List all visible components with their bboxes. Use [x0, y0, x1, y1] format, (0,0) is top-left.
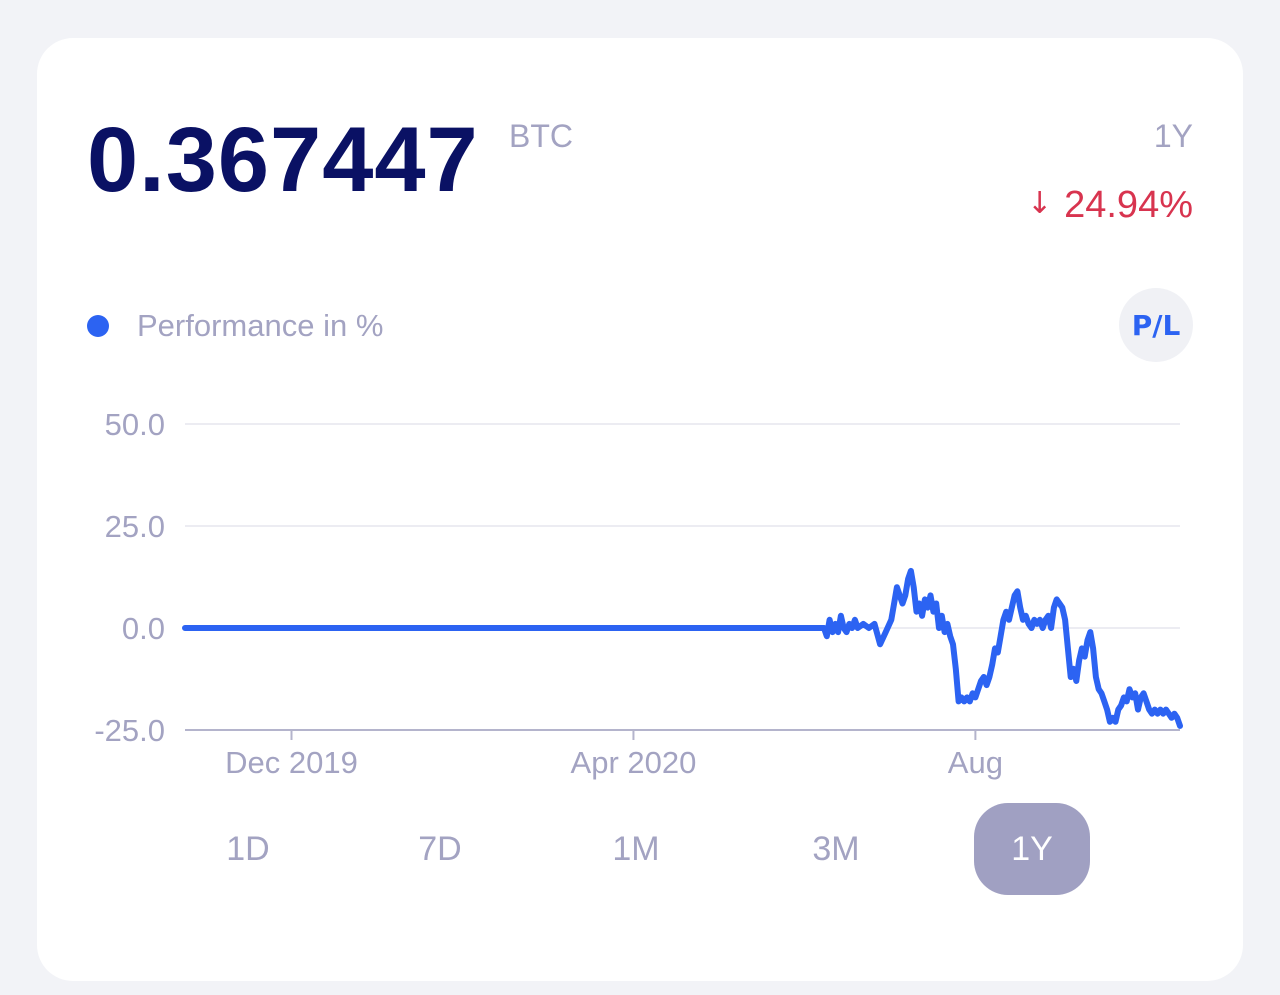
range-button-1d[interactable]: 1D: [226, 829, 270, 868]
y-tick-label: 50.0: [105, 407, 165, 442]
y-tick-label: 25.0: [105, 509, 165, 544]
y-tick-label: -25.0: [94, 713, 165, 748]
x-tick-label: Aug: [948, 745, 1003, 780]
selected-period-label: 1Y: [1153, 118, 1193, 154]
chart-grid: [185, 423, 1180, 731]
time-range-selector: 1D 7D 1M 3M 1Y: [150, 803, 1100, 895]
pl-toggle-button[interactable]: P/L: [1119, 288, 1193, 362]
portfolio-card: 0.367447 BTC 1Y ↓ 24.94% Performance in %…: [37, 38, 1243, 981]
legend-dot-icon: [87, 315, 109, 337]
arrow-down-icon: ↓: [1026, 186, 1053, 221]
y-axis-ticks: 50.0 25.0 0.0 -25.0: [94, 407, 165, 748]
legend-label: Performance in %: [137, 308, 384, 343]
performance-change-value: 24.94%: [1064, 184, 1193, 226]
x-axis-ticks: Dec 2019 Apr 2020 Aug: [225, 730, 1003, 780]
balance-unit: BTC: [509, 118, 573, 154]
balance-amount: 0.367447: [87, 109, 479, 211]
y-tick-label: 0.0: [122, 611, 165, 646]
range-button-3m[interactable]: 3M: [812, 829, 860, 868]
range-button-7d[interactable]: 7D: [418, 829, 462, 868]
x-tick-label: Apr 2020: [571, 745, 697, 780]
performance-chart: 50.0 25.0 0.0 -25.0 Dec 2019 Apr 2020 Aug: [94, 407, 1183, 780]
range-button-1y[interactable]: 1Y: [974, 803, 1090, 895]
performance-change: ↓ 24.94%: [1027, 184, 1193, 227]
x-tick-label: Dec 2019: [225, 745, 358, 780]
chart-legend: Performance in %: [87, 308, 383, 344]
series-line: [182, 567, 1183, 729]
range-button-1m[interactable]: 1M: [612, 829, 660, 868]
